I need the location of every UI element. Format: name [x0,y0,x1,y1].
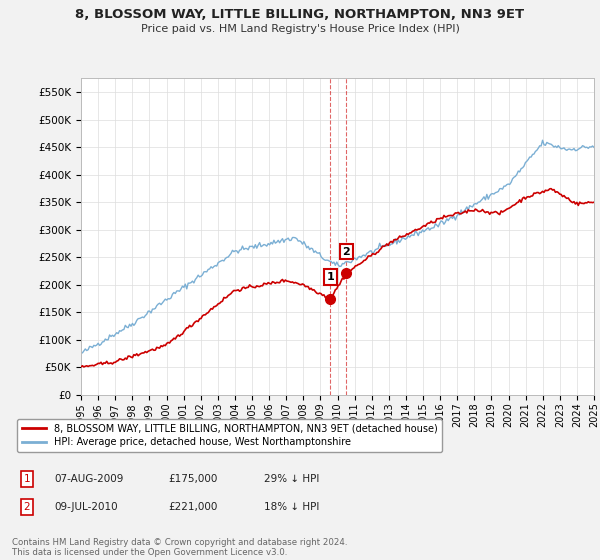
Text: £221,000: £221,000 [168,502,217,512]
Text: 2: 2 [343,247,350,256]
Text: Contains HM Land Registry data © Crown copyright and database right 2024.
This d: Contains HM Land Registry data © Crown c… [12,538,347,557]
Text: £175,000: £175,000 [168,474,217,484]
Text: 09-JUL-2010: 09-JUL-2010 [54,502,118,512]
Text: Price paid vs. HM Land Registry's House Price Index (HPI): Price paid vs. HM Land Registry's House … [140,24,460,34]
Text: 18% ↓ HPI: 18% ↓ HPI [264,502,319,512]
Text: 8, BLOSSOM WAY, LITTLE BILLING, NORTHAMPTON, NN3 9ET: 8, BLOSSOM WAY, LITTLE BILLING, NORTHAMP… [76,8,524,21]
Legend: 8, BLOSSOM WAY, LITTLE BILLING, NORTHAMPTON, NN3 9ET (detached house), HPI: Aver: 8, BLOSSOM WAY, LITTLE BILLING, NORTHAMP… [17,418,442,452]
Text: 1: 1 [326,272,334,282]
Text: 1: 1 [23,474,31,484]
Text: 07-AUG-2009: 07-AUG-2009 [54,474,124,484]
Text: 2: 2 [23,502,31,512]
Text: 29% ↓ HPI: 29% ↓ HPI [264,474,319,484]
